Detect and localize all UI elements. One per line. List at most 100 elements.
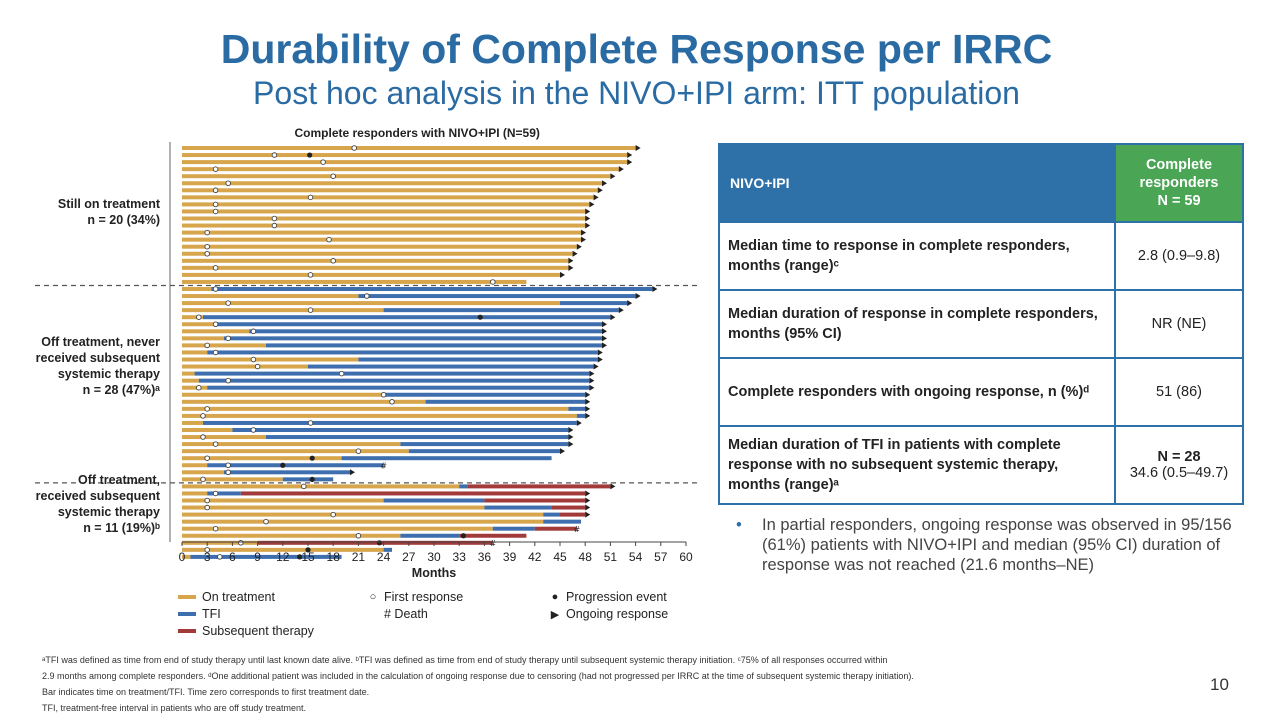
first-response-marker <box>338 370 345 377</box>
x-tick-label: 39 <box>503 550 517 564</box>
chart-title: Complete responders with NIVO+IPI (N=59) <box>295 126 540 140</box>
group-label-line: received subsequent <box>35 351 160 365</box>
table-row-value: NR (NE) <box>1114 289 1244 359</box>
bar-segment-on <box>182 357 359 362</box>
bar-segment-sub <box>534 526 577 531</box>
bar-segment-on <box>182 188 598 193</box>
first-response-marker <box>250 427 257 433</box>
table-row-label: Median duration of TFI in patients with … <box>718 425 1116 505</box>
bar-segment-tfi <box>358 357 598 362</box>
first-response-marker <box>212 525 219 532</box>
first-response-marker <box>250 356 257 363</box>
ongoing-marker <box>585 215 591 222</box>
ongoing-marker <box>627 159 633 166</box>
group-label-line: Off treatment, <box>78 473 160 487</box>
legend-swatch-sub <box>178 629 196 633</box>
x-tick-label: 24 <box>377 550 391 564</box>
header-line: N = 59 <box>1157 193 1201 209</box>
first-response-marker <box>351 145 357 151</box>
x-tick-label: 9 <box>254 550 261 564</box>
ongoing-marker <box>602 180 607 187</box>
bar-segment-on <box>182 308 384 313</box>
bar-segment-tfi <box>383 547 392 552</box>
progression-marker <box>307 152 313 158</box>
ongoing-marker <box>581 229 586 236</box>
first-response-marker <box>204 250 210 257</box>
bar-segment-tfi <box>492 526 535 531</box>
bar-segment-on <box>182 251 573 256</box>
ongoing-marker <box>610 173 616 180</box>
group-label-line: n = 11 (19%)ᵇ <box>83 521 160 535</box>
ongoing-marker <box>602 342 607 349</box>
bar-segment-on <box>182 195 594 200</box>
ongoing-marker <box>568 427 574 433</box>
table-row-label: Median duration of response in complete … <box>718 289 1116 359</box>
ongoing-marker <box>585 208 591 215</box>
bar-segment-on <box>182 364 308 369</box>
bar-segment-tfi <box>484 505 552 510</box>
bar-segment-on <box>182 491 208 496</box>
bar-segment-tfi <box>383 498 485 503</box>
group-label-still-on-treatment: Still on treatment n = 20 (34%) <box>0 196 160 228</box>
first-response-marker <box>204 406 210 412</box>
ongoing-marker <box>568 257 574 264</box>
ongoing-marker <box>618 166 624 173</box>
bar-segment-on <box>182 350 208 355</box>
bar-segment-on <box>182 146 636 150</box>
first-response-marker <box>204 455 210 461</box>
ongoing-marker <box>635 293 641 300</box>
first-response-marker <box>225 335 231 342</box>
bar-segment-tfi <box>308 364 594 369</box>
bar-segment-on <box>182 519 544 524</box>
progression-marker <box>460 533 466 539</box>
bar-segment-tfi <box>224 336 602 341</box>
table-header-complete-responders: Complete responders N = 59 <box>1114 143 1244 223</box>
ongoing-marker <box>593 194 599 201</box>
bar-segment-tfi <box>383 392 586 397</box>
legend-label: Subsequent therapy <box>202 624 314 638</box>
x-tick-label: 6 <box>229 550 236 564</box>
ongoing-marker <box>350 469 355 476</box>
progression-marker <box>376 540 382 546</box>
bar-segment-on <box>182 244 577 249</box>
first-response-marker <box>204 342 210 349</box>
x-tick-label: 27 <box>402 550 416 564</box>
x-tick-label: 21 <box>352 550 366 564</box>
bar-segment-tfi <box>400 533 460 538</box>
group-label-line: n = 28 (47%)ᵃ <box>82 383 160 397</box>
first-response-marker <box>204 547 210 553</box>
bar-segment-on <box>182 512 544 517</box>
first-response-marker <box>307 420 314 426</box>
bar-segment-tfi <box>266 343 602 348</box>
death-marker: # <box>380 461 387 470</box>
first-response-marker <box>212 208 219 215</box>
ongoing-marker <box>585 391 591 398</box>
first-response-marker <box>212 265 219 271</box>
first-response-marker <box>355 448 362 454</box>
table-row: Median duration of response in complete … <box>718 289 1244 359</box>
bar-segment-tfi <box>207 463 384 468</box>
group-label-line: Off treatment, never <box>41 335 160 349</box>
first-response-marker <box>307 307 314 313</box>
first-response-marker <box>271 222 278 229</box>
bar-segment-sub <box>459 533 527 538</box>
legend-death: # Death <box>384 607 428 621</box>
chart-legend: On treatment TFI Subsequent therapy ○ Fi… <box>178 588 718 644</box>
first-response-marker <box>330 173 336 179</box>
bar-segment-tfi <box>215 322 602 327</box>
bar-segment-sub <box>551 505 586 510</box>
bar-segment-on <box>182 336 224 341</box>
first-response-marker <box>212 201 219 208</box>
ongoing-marker <box>635 145 641 151</box>
bullet-icon: • <box>736 516 742 534</box>
group-label-line: received subsequent <box>35 489 160 503</box>
bar-segment-on <box>182 533 401 538</box>
bar-segment-on <box>182 315 203 320</box>
bar-segment-on <box>182 216 586 221</box>
table-row: Median duration of TFI in patients with … <box>718 425 1244 505</box>
table-header-row: NIVO+IPI Complete responders N = 59 <box>718 143 1244 223</box>
first-response-marker <box>204 229 210 236</box>
first-response-marker <box>355 533 362 539</box>
ongoing-marker <box>602 335 607 342</box>
ongoing-marker <box>576 419 582 426</box>
